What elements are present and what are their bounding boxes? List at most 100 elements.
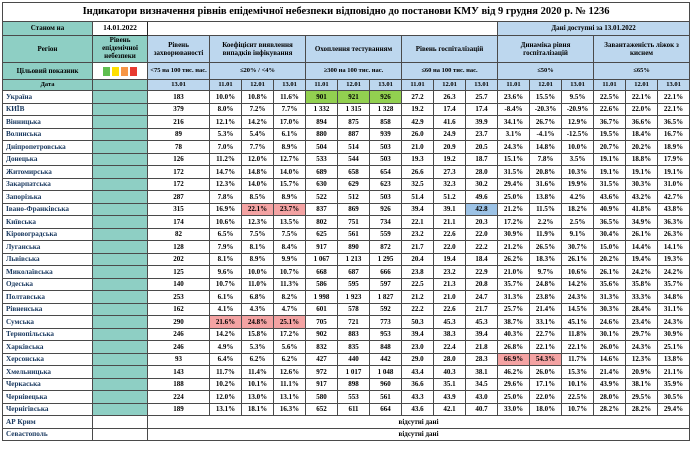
hosp-value: 26.6 [401, 165, 434, 179]
coef-value: 11.0% [241, 277, 274, 291]
coef-value: 13.1% [273, 390, 306, 404]
coef-value: 5.6% [273, 340, 306, 354]
beds-value: 31.1% [656, 302, 690, 316]
coef-value: 8.9% [241, 252, 274, 266]
test-value: 894 [305, 115, 338, 129]
epid-level-indicator [92, 252, 148, 266]
morbidity-value: 188 [147, 377, 210, 391]
coef-value: 12.0% [241, 152, 274, 166]
region-row: Львівська 202 8.1% 8.9% 9.9% 1 067 1 213 1 295 2… [2, 252, 690, 266]
dyn-value: 54.3% [529, 352, 562, 366]
morbidity-value: 246 [147, 340, 210, 354]
group-hosp-dynamics-header: Динаміка рівня госпіталізацій [497, 35, 594, 63]
hosp-value: 17.4 [433, 102, 466, 116]
beds-value: 28.2% [593, 402, 626, 416]
dyn-value: 22.1% [561, 340, 594, 354]
hosp-value: 22.6 [433, 227, 466, 241]
beds-value: 34.9% [625, 215, 658, 229]
coef-value: 12.6% [273, 365, 306, 379]
coef-value: 10.8% [241, 90, 274, 104]
dyn-value: 21.4% [529, 302, 562, 316]
coef-value: 18.1% [241, 402, 274, 416]
test-value: 666 [369, 265, 402, 279]
dyn-value: -8.4% [497, 102, 530, 116]
date-header: 12.01 [337, 79, 370, 91]
test-value: 869 [337, 202, 370, 216]
date-header: 12.01 [241, 79, 274, 91]
test-value: 751 [337, 215, 370, 229]
region-row: Чернівецька 224 12.0% 13.0% 13.1% 580 553 561 43… [2, 390, 690, 404]
test-value: 629 [337, 177, 370, 191]
coef-value: 6.1% [209, 290, 242, 304]
beds-value: 25.1% [656, 340, 690, 354]
title-row: Індикатори визначення рівнів епідемічної… [1, 2, 690, 22]
hosp-value: 32.3 [433, 177, 466, 191]
epid-level-indicator [92, 115, 148, 129]
test-value: 559 [369, 227, 402, 241]
test-value: 1 048 [369, 365, 402, 379]
morbidity-value: 315 [147, 202, 210, 216]
dyn-value: -20.3% [529, 102, 562, 116]
test-value: 953 [369, 327, 402, 341]
test-value: 611 [337, 402, 370, 416]
coef-value: 25.1% [273, 315, 306, 329]
coef-value: 10.7% [273, 265, 306, 279]
beds-value: 16.7% [656, 127, 690, 141]
dyn-value: 15.1% [497, 152, 530, 166]
beds-value: 42.7% [656, 190, 690, 204]
coef-value: 4.3% [241, 302, 274, 316]
dyn-value: 24.3% [497, 140, 530, 154]
test-value: 689 [305, 165, 338, 179]
hosp-value: 21.1 [433, 215, 466, 229]
beds-value: 20.2% [625, 140, 658, 154]
hosp-value: 22.0 [465, 227, 498, 241]
dyn-value: 35.7% [497, 277, 530, 291]
beds-value: 26.3% [656, 227, 690, 241]
epid-level-indicator [92, 340, 148, 354]
beds-value: 19.1% [625, 165, 658, 179]
dyn-value: 18.0% [529, 402, 562, 416]
beds-value: 38.1% [625, 377, 658, 391]
epid-level-indicator [92, 277, 148, 291]
coef-value: 8.2% [273, 290, 306, 304]
test-value: 858 [369, 115, 402, 129]
region-row: Чернігівська 189 13.1% 18.1% 16.3% 652 611 664 4… [2, 402, 690, 416]
test-value: 652 [305, 402, 338, 416]
region-name: Севастополь [2, 427, 93, 441]
hosp-value: 22.9 [465, 265, 498, 279]
hosp-value: 28.0 [465, 165, 498, 179]
dyn-value: 33.0% [497, 402, 530, 416]
test-value: 1 017 [337, 365, 370, 379]
hosp-value: 51.4 [401, 190, 434, 204]
dyn-value: 10.1% [561, 377, 594, 391]
beds-value: 35.9% [656, 377, 690, 391]
hosp-value: 24.9 [433, 127, 466, 141]
hosp-value: 18.7 [465, 152, 498, 166]
beds-value: 23.4% [625, 315, 658, 329]
dyn-value: -12.5% [561, 127, 594, 141]
test-value: 972 [305, 365, 338, 379]
coef-value: 11.3% [273, 277, 306, 291]
epid-level-indicator [92, 140, 148, 154]
test-value: 721 [337, 315, 370, 329]
dyn-value: 18.2% [561, 202, 594, 216]
hosp-value: 19.4 [433, 252, 466, 266]
hosp-value: 21.0 [433, 290, 466, 304]
target-level-squares [92, 62, 148, 80]
epidemic-level-3-square-icon [130, 66, 137, 76]
test-value: 503 [369, 190, 402, 204]
hosp-value: 24.7 [465, 290, 498, 304]
coef-value: 13.1% [209, 402, 242, 416]
test-value: 514 [337, 140, 370, 154]
hosp-value: 22.6 [433, 302, 466, 316]
hosp-value: 19.3 [401, 152, 434, 166]
test-value: 442 [369, 352, 402, 366]
coef-value: 15.8% [241, 327, 274, 341]
coef-value: 16.3% [273, 402, 306, 416]
beds-value: 35.6% [593, 277, 626, 291]
test-value: 835 [337, 340, 370, 354]
test-value: 926 [369, 202, 402, 216]
beds-value: 26.1% [625, 227, 658, 241]
beds-value: 43.8% [656, 202, 690, 216]
beds-value: 15.0% [593, 240, 626, 254]
